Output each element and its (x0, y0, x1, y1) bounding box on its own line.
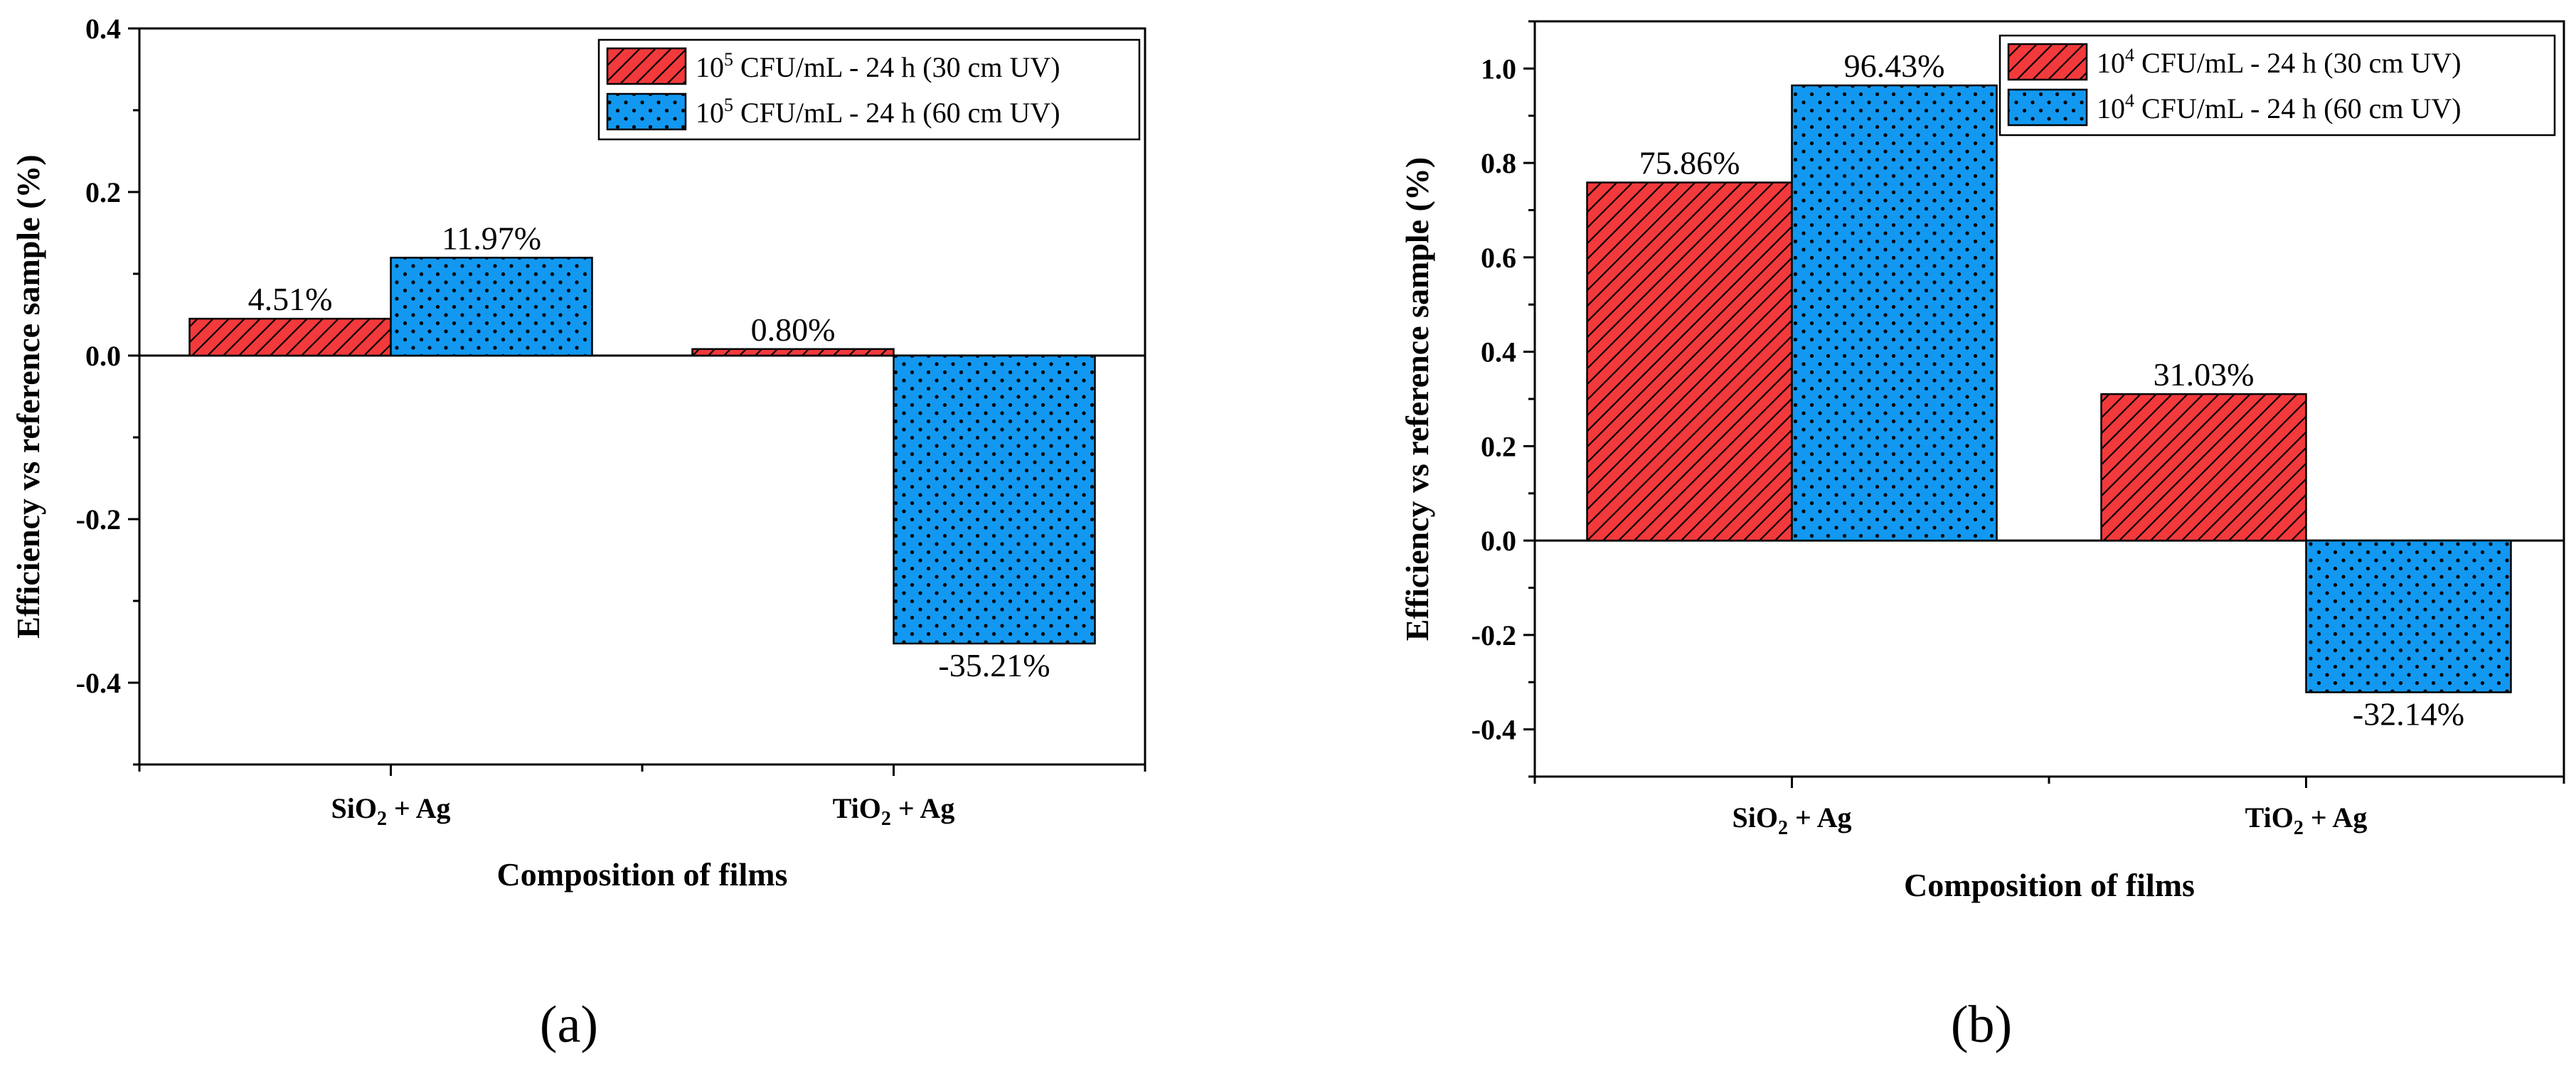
x-axis-title: Composition of films (1904, 867, 2195, 903)
y-axis-title: Efficiency vs reference sample (%) (1399, 157, 1435, 641)
y-tick-label: -0.2 (76, 503, 121, 536)
data-label: 0.80% (751, 311, 836, 348)
bar-60cm-sio2 (1791, 84, 1998, 542)
category-label: TiO2 + Ag (2245, 801, 2368, 839)
y-tick-label: -0.4 (1471, 714, 1516, 746)
y-tick-label: 1.0 (1481, 53, 1516, 85)
data-label: 11.97% (442, 220, 541, 256)
y-tick-label: 0.6 (1481, 242, 1516, 274)
panel-label: (a) (540, 996, 598, 1054)
y-tick-label: 0.4 (1481, 336, 1516, 368)
legend-entry: 104 CFU/mL - 24 h (60 cm UV) (2097, 90, 2461, 124)
legend-entry: 105 CFU/mL - 24 h (60 cm UV) (696, 95, 1060, 129)
data-label: 4.51% (248, 281, 333, 317)
chart-panel-a: -0.4 -0.2 0.0 0.2 0.4 SiO2 + Ag TiO2 + Ag 4.51%… (10, 13, 1146, 1054)
legend-swatch (2007, 88, 2088, 127)
y-tick-label: 0.4 (85, 13, 121, 45)
bar-60cm-sio2 (390, 257, 593, 357)
y-tick-label: 0.8 (1481, 147, 1516, 179)
y-tick-label: 0.2 (1481, 430, 1516, 462)
legend-entry: 105 CFU/mL - 24 h (30 cm UV) (696, 49, 1060, 83)
legend: 105 CFU/mL - 24 h (30 cm UV) 105 CFU/mL -… (597, 38, 1141, 141)
bar-30cm-sio2 (1586, 181, 1793, 542)
data-label: 96.43% (1844, 48, 1945, 84)
y-tick-label: -0.4 (76, 667, 121, 699)
legend-swatch (2007, 43, 2088, 81)
legend: 104 CFU/mL - 24 h (30 cm UV) 104 CFU/mL -… (1998, 34, 2556, 137)
data-label: -32.14% (2353, 696, 2464, 732)
legend-box (1998, 34, 2556, 137)
legend-entry: 104 CFU/mL - 24 h (30 cm UV) (2097, 45, 2461, 79)
data-label: -35.21% (938, 647, 1050, 683)
legend-swatch (606, 47, 687, 85)
y-tick-label: 0.2 (85, 176, 121, 208)
bar-30cm-tio2 (2100, 393, 2307, 542)
legend-swatch (606, 92, 687, 131)
category-label: TiO2 + Ag (833, 792, 955, 830)
chart-panel-b: -0.4 -0.2 0.0 0.2 0.4 0.6 0.8 1.0 SiO2 + Ag TiO2 … (1399, 20, 2565, 1054)
legend-box (597, 38, 1141, 141)
bar-30cm-tio2 (691, 348, 895, 357)
y-tick-label: -0.2 (1471, 619, 1516, 651)
data-label: 31.03% (2154, 356, 2255, 393)
y-tick-label: 0.0 (85, 340, 121, 372)
bar-60cm-tio2 (2305, 539, 2512, 693)
x-axis-title: Composition of films (497, 856, 788, 892)
bar-30cm-sio2 (188, 317, 392, 357)
bar-60cm-tio2 (893, 354, 1096, 645)
panel-label: (b) (1951, 996, 2012, 1054)
category-label: SiO2 + Ag (1733, 801, 1852, 839)
category-label: SiO2 + Ag (331, 792, 451, 830)
y-tick-label: 0.0 (1481, 525, 1516, 557)
y-axis-title: Efficiency vs reference sample (%) (10, 154, 46, 638)
data-label: 75.86% (1639, 145, 1740, 181)
